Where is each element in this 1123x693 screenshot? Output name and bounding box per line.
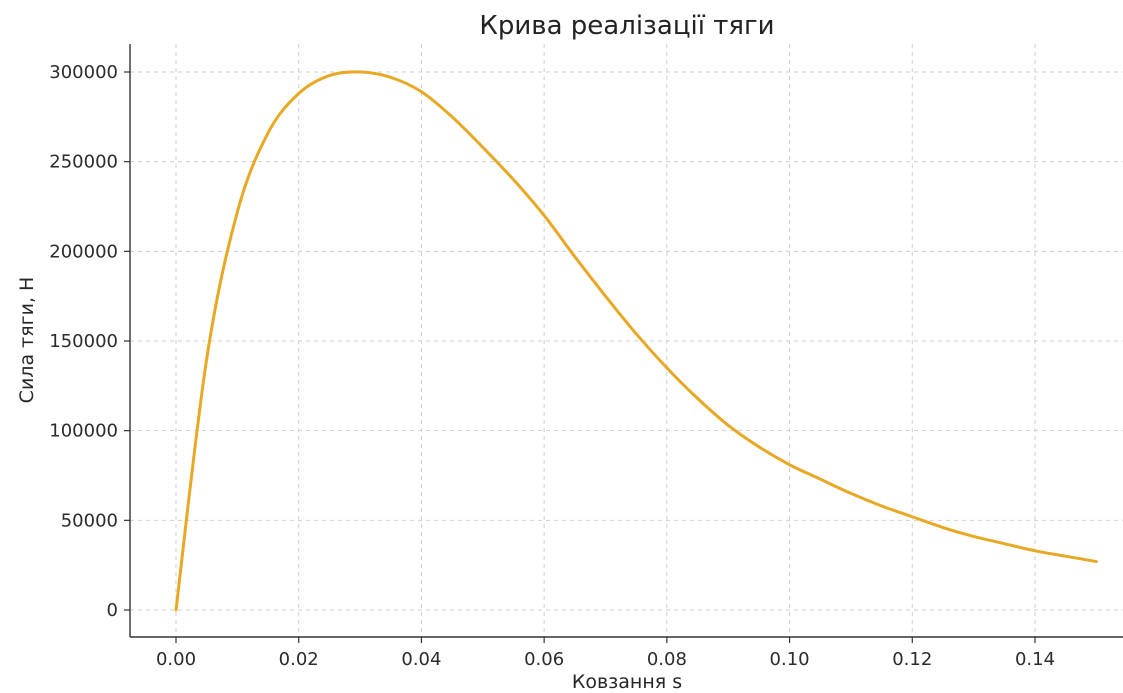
ticks-layer: 0.00 0.02 0.04 0.06 0.08 0.10 0.12 0.14 0 50000 10… bbox=[49, 62, 1055, 670]
x-tick-label: 0.10 bbox=[770, 649, 810, 670]
x-tick-label: 0.02 bbox=[279, 649, 319, 670]
y-tick-label: 200000 bbox=[49, 241, 118, 262]
y-tick-label: 100000 bbox=[49, 421, 118, 442]
y-tick-label: 300000 bbox=[49, 62, 118, 83]
y-tick-label: 0 bbox=[107, 600, 118, 621]
x-tick-label: 0.06 bbox=[524, 649, 564, 670]
x-tick-label: 0.14 bbox=[1015, 649, 1055, 670]
y-tick-label: 50000 bbox=[61, 510, 118, 531]
x-axis-label: Ковзання s bbox=[572, 671, 682, 693]
x-tick-label: 0.08 bbox=[647, 649, 687, 670]
series-layer bbox=[174, 70, 1098, 612]
x-tick-label: 0.00 bbox=[156, 649, 196, 670]
y-tick-label: 250000 bbox=[49, 152, 118, 173]
chart-title: Крива реалізації тяги bbox=[479, 11, 774, 41]
traction-curve-line bbox=[174, 70, 1098, 612]
x-tick-label: 0.12 bbox=[892, 649, 932, 670]
y-axis-label: Сила тяги, Н bbox=[16, 277, 38, 404]
grid-layer bbox=[130, 44, 1123, 637]
y-tick-label: 150000 bbox=[49, 331, 118, 352]
x-tick-label: 0.04 bbox=[401, 649, 441, 670]
